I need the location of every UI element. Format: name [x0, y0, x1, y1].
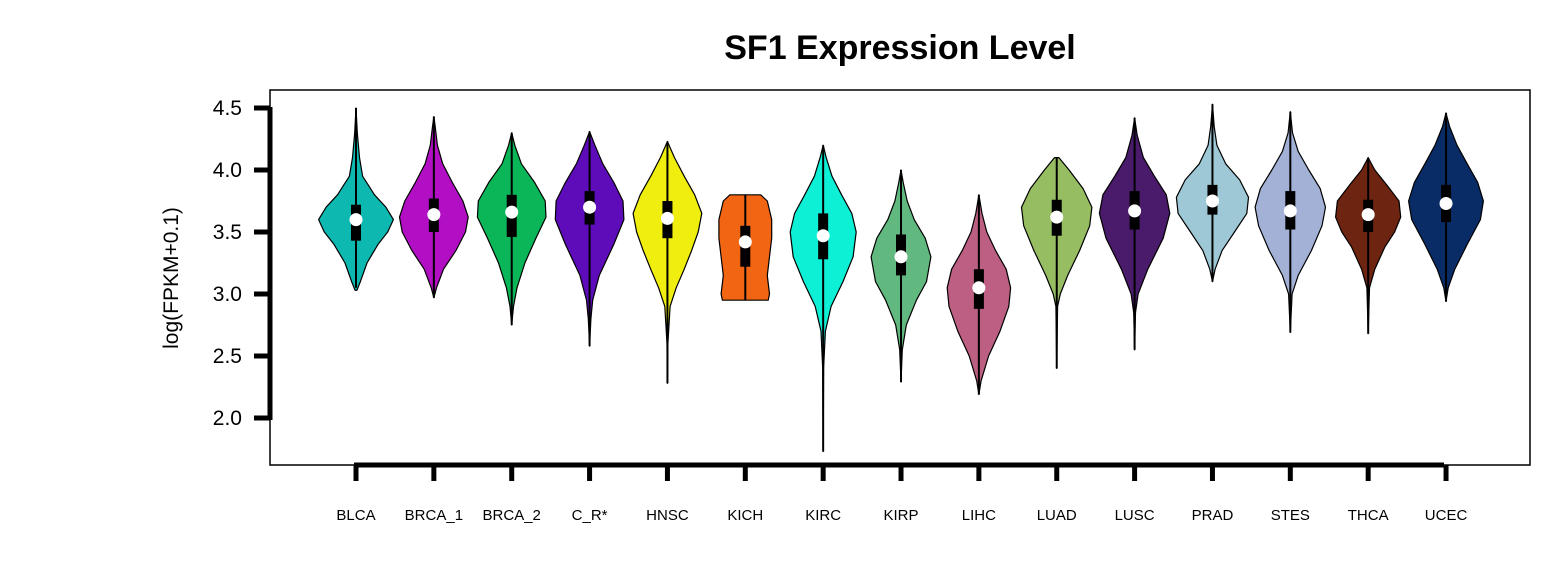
x-tick-label: KIRP [884, 507, 919, 524]
violin-median-point [816, 229, 830, 243]
x-tick-label: BRCA_1 [405, 507, 463, 524]
violin-median-point [349, 213, 363, 227]
violin-median-point [972, 281, 986, 295]
y-tick-label: 3.5 [213, 221, 242, 244]
y-ticks-group: 2.0 2.5 3.0 3.5 4.0 4.5 [213, 97, 270, 430]
y-axis-label: log(FPKM+0.1) [160, 207, 183, 349]
y-tick-label: 2.5 [213, 345, 242, 368]
x-tick-label: KIRC [805, 507, 841, 524]
x-tick-label: THCA [1348, 507, 1389, 524]
x-tick-label: UCEC [1425, 507, 1468, 524]
violin-median-point [1205, 194, 1219, 208]
x-tick-label: HNSC [646, 507, 689, 524]
y-tick-label: 4.5 [213, 97, 242, 120]
x-tick-label: KICH [727, 507, 763, 524]
violin-median-point [1128, 204, 1142, 218]
x-ticks-group: BLCA BRCA_1 BRCA_2 C_R* HNSC KICH KIRC KIRP LIHC… [336, 465, 1467, 524]
x-tick-label: LIHC [962, 507, 996, 524]
violin-median-point [505, 205, 519, 219]
violin-median-point [1050, 210, 1064, 224]
violin-median-point [1361, 208, 1375, 222]
violin-median-point [1283, 204, 1297, 218]
violins-group [318, 103, 1484, 453]
x-tick-label: BLCA [336, 507, 375, 524]
x-tick-label: PRAD [1192, 507, 1234, 524]
y-tick-label: 3.0 [213, 283, 242, 306]
violin-median-point [660, 211, 674, 225]
chart-title: SF1 Expression Level [724, 29, 1076, 67]
x-tick-label: C_R* [572, 507, 608, 524]
violin-median-point [894, 250, 908, 264]
x-tick-label: LUSC [1115, 507, 1155, 524]
y-tick-label: 4.0 [213, 159, 242, 182]
x-tick-label: STES [1271, 507, 1310, 524]
violin-median-point [1439, 196, 1453, 210]
x-tick-label: BRCA_2 [483, 507, 541, 524]
violin-median-point [427, 208, 441, 222]
violin-median-point [738, 235, 752, 249]
violin-median-point [583, 200, 597, 214]
y-tick-label: 2.0 [213, 407, 242, 430]
x-tick-label: LUAD [1037, 507, 1077, 524]
